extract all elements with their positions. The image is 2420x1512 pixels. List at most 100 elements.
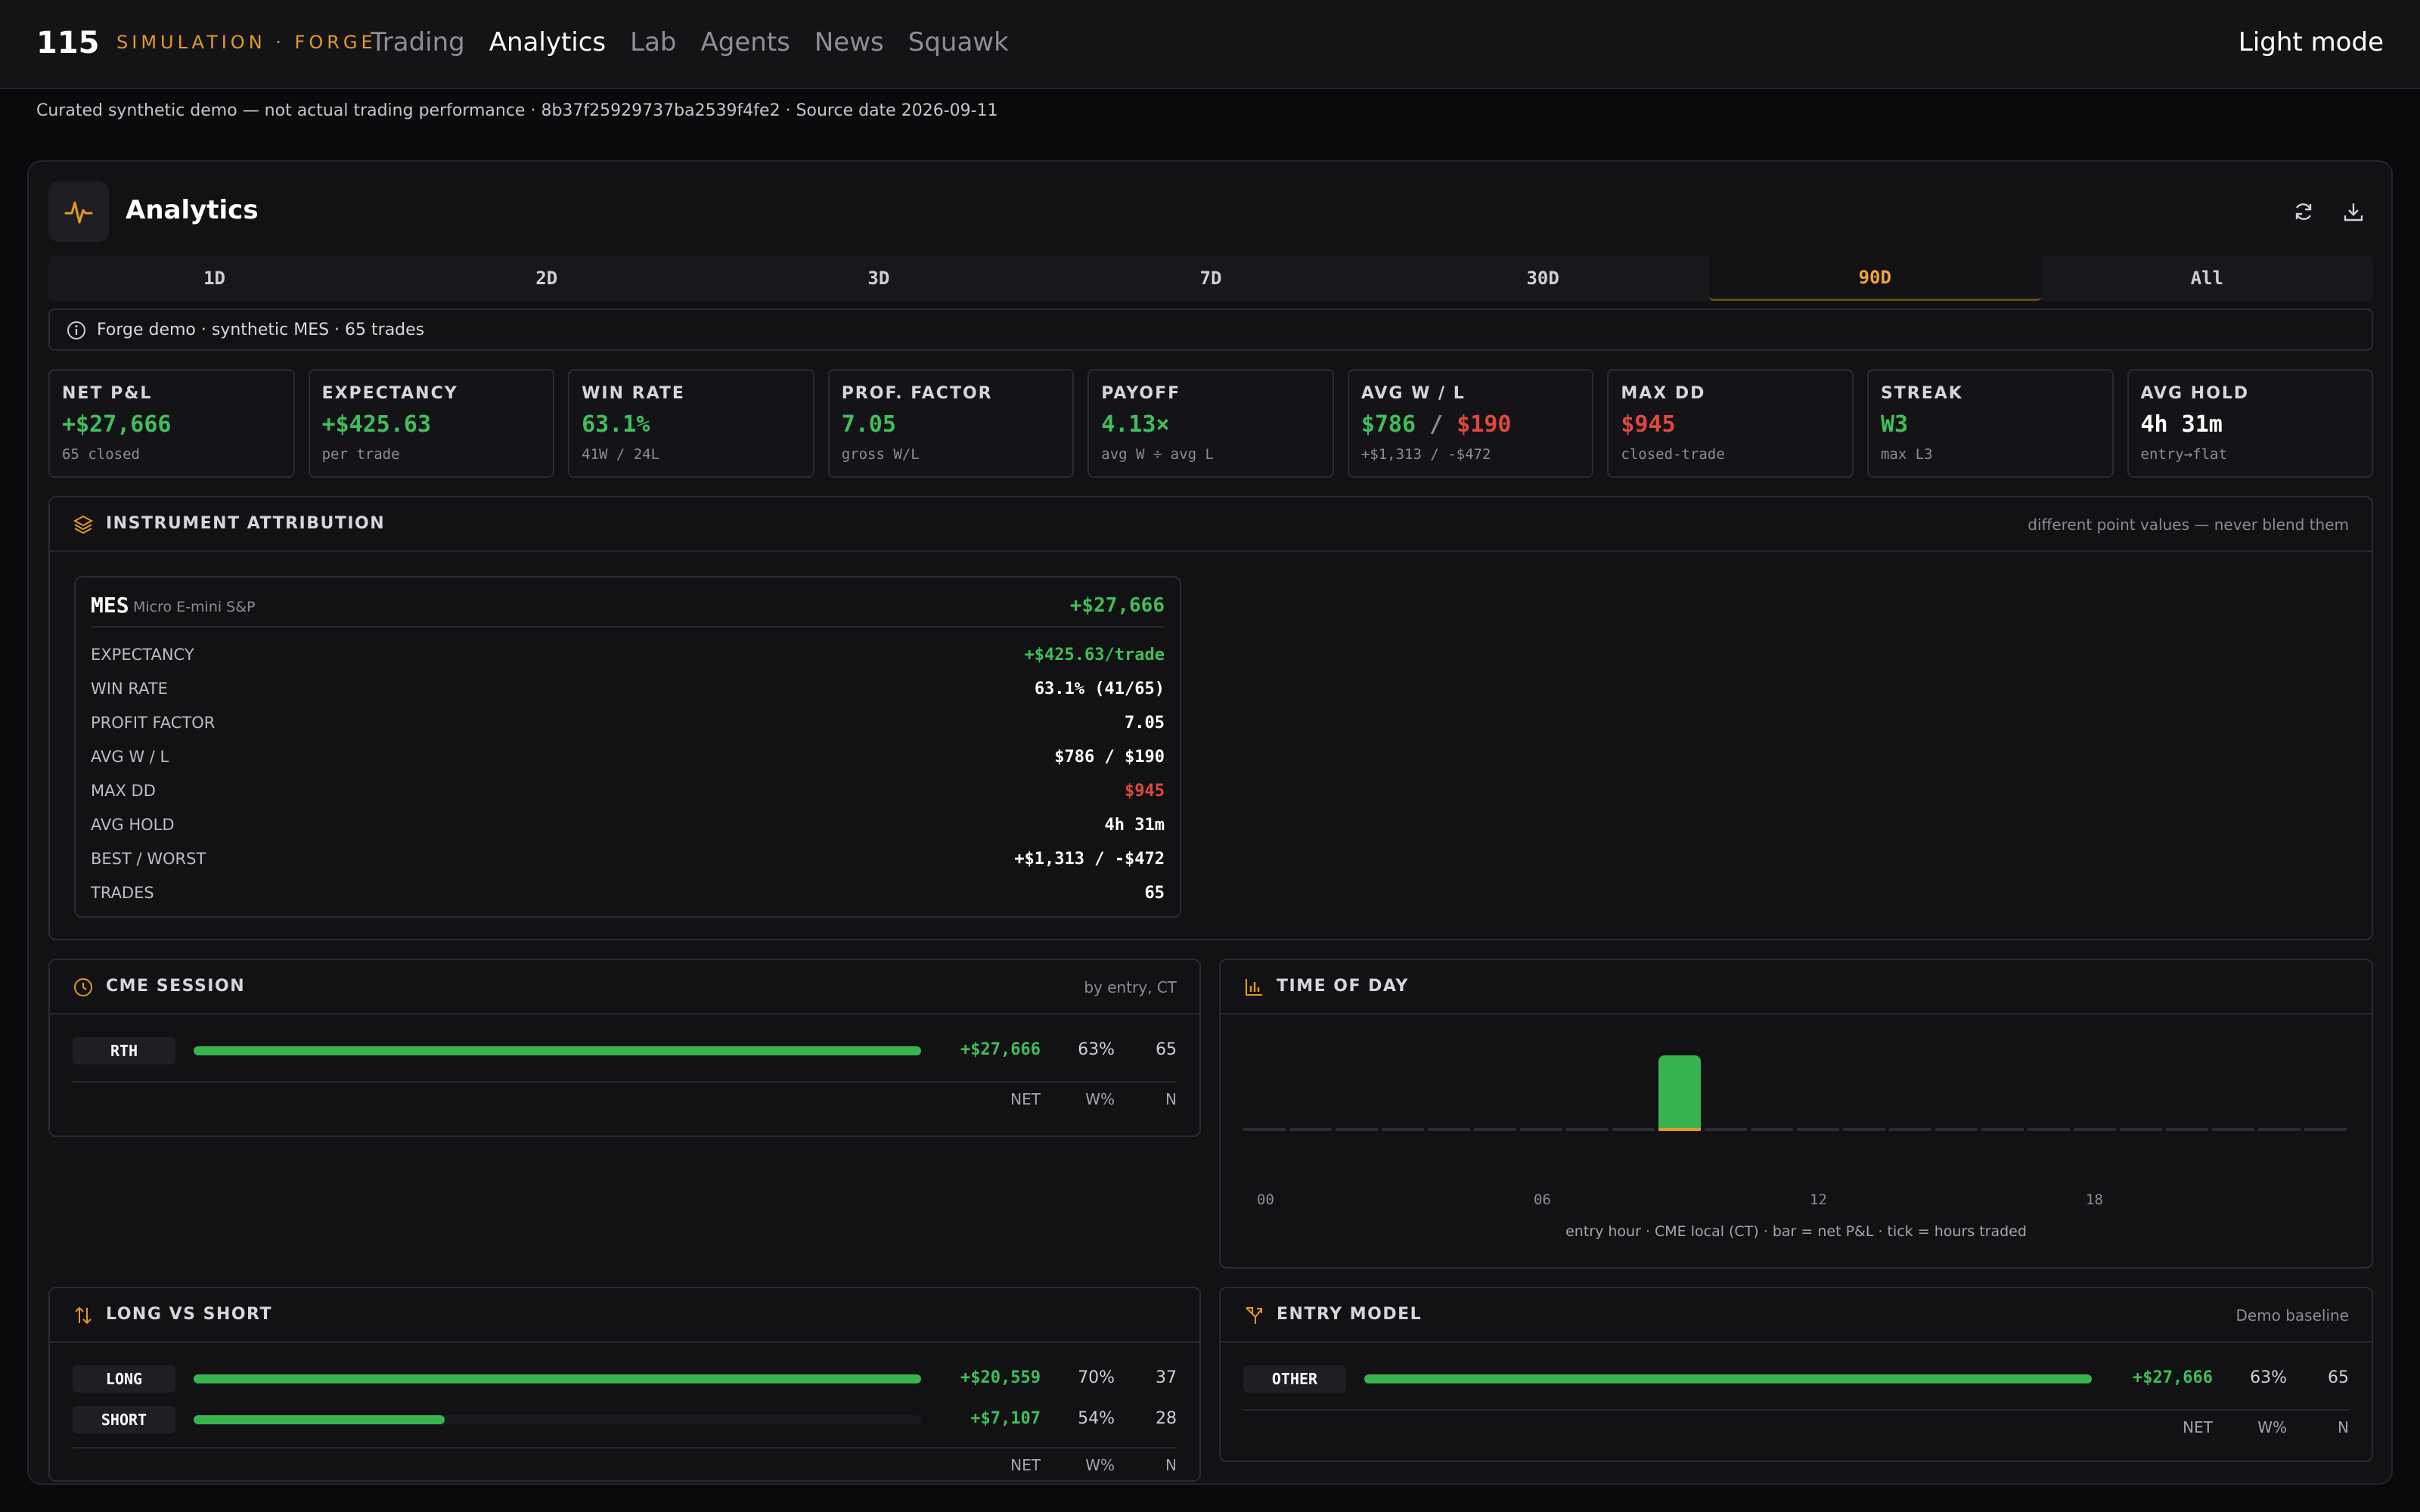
metric-label: AVG HOLD [91,816,175,834]
kpi-value: 7.05 [841,411,896,438]
kpi-value-sep: / [1429,411,1444,438]
metric-label: WIN RATE [91,680,168,698]
kpi-win-rate: WIN RATE 63.1% 41W / 24L [568,369,814,478]
row-net: +$27,666 [2133,1368,2213,1387]
card-header: INSTRUMENT ATTRIBUTION different point v… [50,497,2372,552]
row-label: SHORT [73,1406,175,1433]
pulse-icon [48,181,109,242]
metric-label: EXPECTANCY [91,646,194,664]
col-win-pct: W% [1085,1456,1115,1474]
metric-row: TRADES 65 [91,879,1165,909]
row-label: LONG [73,1365,175,1393]
column-footer: NET W% N [1243,1409,2349,1436]
tod-plot [1243,1028,2349,1179]
tod-hour-21 [2212,1128,2254,1131]
col-count: N [1165,1090,1177,1108]
nav-item-lab[interactable]: Lab [630,27,677,57]
tab-1d[interactable]: 1D [203,268,226,289]
metric-label: TRADES [91,884,154,902]
tod-hour-5 [1474,1128,1516,1131]
col-net: NET [1010,1456,1041,1474]
col-net: NET [2183,1418,2213,1436]
kpi-sub: 41W / 24L [582,446,660,463]
bar-track [194,1415,921,1424]
metric-value: +$1,313 / -$472 [1014,850,1165,869]
download-icon[interactable] [2337,195,2370,228]
demo-disclaimer: Curated synthetic demo — not actual trad… [36,101,998,120]
tab-all[interactable]: All [2190,268,2224,289]
row-net: +$7,107 [970,1409,1041,1428]
nav-item-news[interactable]: News [814,27,884,57]
metric-row: BEST / WORST +$1,313 / -$472 [91,845,1165,875]
kpi-value: +$27,666 [62,411,172,438]
kpi-label: PROF. FACTOR [841,384,993,403]
refresh-icon[interactable] [2287,195,2320,228]
bar-track [194,1046,921,1055]
tod-hour-12 [1797,1128,1839,1131]
instrument-net: +$27,666 [1069,594,1165,617]
metric-label: AVG W / L [91,748,169,766]
tod-bar-9[interactable] [1658,1055,1701,1128]
clock-icon [73,977,94,1001]
tod-hour-9 [1658,1128,1701,1131]
row-win-pct: 54% [1078,1409,1115,1428]
tod-hour-3 [1382,1128,1424,1131]
tod-hour-6 [1520,1128,1562,1131]
time-of-day-card: TIME OF DAY 00 06 12 18 entry hour · CME… [1219,959,2373,1269]
tab-30d[interactable]: 30D [1526,268,1559,289]
nav-item-agents[interactable]: Agents [700,27,790,57]
kpi-sub: closed-trade [1621,446,1725,463]
tod-caption: entry hour · CME local (CT) · bar = net … [1565,1223,2027,1240]
tab-90d[interactable]: 90D [1708,256,2041,301]
tod-hour-18 [2074,1128,2116,1131]
instrument-symbol: MES [91,593,129,618]
nav-item-squawk[interactable]: Squawk [908,27,1009,57]
metric-row: WIN RATE 63.1% (41/65) [91,675,1165,705]
tod-hour-11 [1751,1128,1793,1131]
layers-icon [73,514,94,538]
kpi-value: 63.1% [582,411,650,438]
brand-tagline: SIMULATION · FORGE [116,32,377,53]
kpi-value: W3 [1880,411,1909,438]
col-count: N [2338,1418,2349,1436]
card-note: different point values — never blend the… [2028,516,2349,534]
kpi-sub: +$1,313 / -$472 [1360,446,1491,463]
kpi-sub: per trade [321,446,400,463]
kpi-sub: max L3 [1880,446,1933,463]
tod-hour-13 [1843,1128,1885,1131]
branch-icon [1243,1305,1264,1329]
tod-tick-12: 12 [1810,1191,1827,1208]
kpi-payoff: PAYOFF 4.13× avg W ÷ avg L [1087,369,1334,478]
tab-3d[interactable]: 3D [867,268,890,289]
entry-model-card: ENTRY MODEL Demo baseline OTHER +$27,666… [1219,1287,2373,1462]
tab-7d[interactable]: 7D [1199,268,1222,289]
kpi-value: $786 / $190 [1361,411,1512,438]
tod-hour-19 [2120,1128,2162,1131]
direction-row-short: SHORT +$7,107 54% 28 [73,1405,1177,1435]
kpi-expectancy: EXPECTANCY +$425.63 per trade [308,369,555,478]
column-footer: NET W% N [73,1447,1177,1474]
app-logo[interactable]: 115 [36,26,100,60]
metric-label: BEST / WORST [91,850,206,868]
col-net: NET [1010,1090,1041,1108]
nav-item-trading[interactable]: Trading [371,27,465,57]
card-title: LONG VS SHORT [106,1305,273,1324]
tod-hour-1 [1289,1128,1332,1131]
kpi-row: NET P&L +$27,666 65 closed EXPECTANCY +$… [48,369,2374,478]
top-nav: 115 SIMULATION · FORGE Trading Analytics… [0,0,2420,89]
kpi-label: AVG HOLD [2140,384,2250,403]
nav-item-analytics[interactable]: Analytics [489,27,607,57]
col-win-pct: W% [1085,1090,1115,1108]
kpi-profit-factor: PROF. FACTOR 7.05 gross W/L [827,369,1075,478]
kpi-value: 4h 31m [2140,411,2223,438]
session-row-rth: RTH +$27,666 63% 65 [73,1036,1177,1066]
kpi-value: 4.13× [1101,411,1170,438]
metric-value: $945 [1125,782,1165,801]
tab-2d[interactable]: 2D [535,268,558,289]
row-count: 37 [1156,1368,1177,1387]
instrument-description: Micro E-mini S&P [133,599,256,615]
kpi-label: NET P&L [62,384,153,403]
light-mode-toggle[interactable]: Light mode [2238,27,2384,57]
card-header: CME SESSION by entry, CT [50,960,1199,1015]
tod-hour-7 [1566,1128,1609,1131]
